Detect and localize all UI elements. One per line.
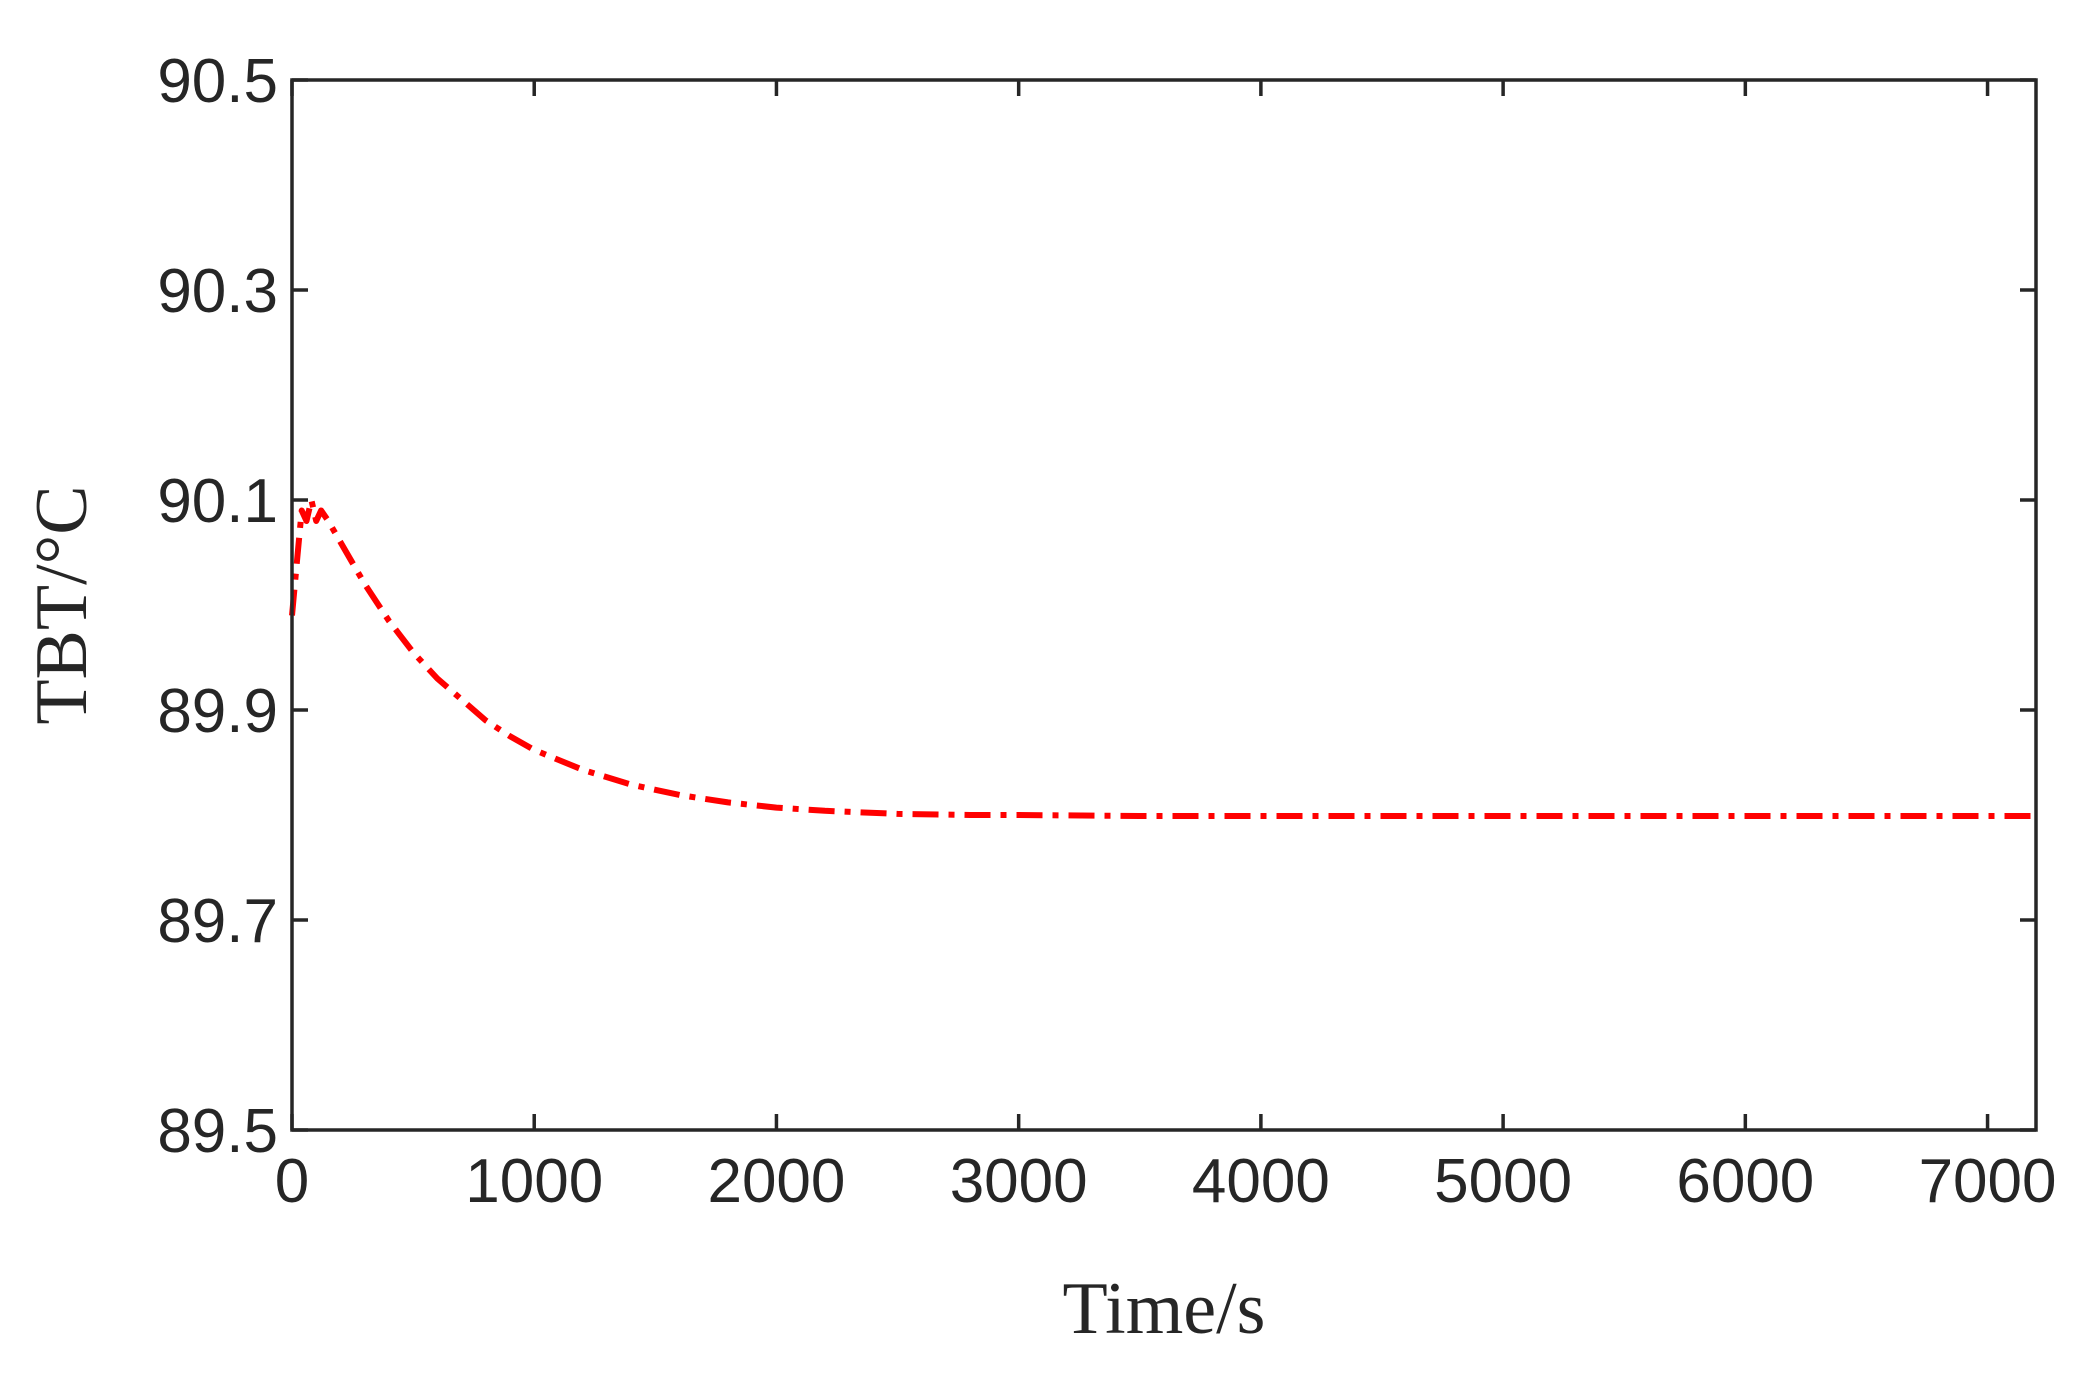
x-tick-label: 7000 — [1919, 1147, 2057, 1216]
x-tick-label: 0 — [275, 1147, 309, 1216]
y-tick-label: 89.7 — [157, 887, 278, 956]
x-tick-label: 5000 — [1434, 1147, 1572, 1216]
y-tick-label: 90.5 — [157, 47, 278, 116]
x-tick-label: 1000 — [465, 1147, 603, 1216]
y-tick-labels: 89.5 89.7 89.9 90.1 90.3 90.5 — [157, 47, 278, 1166]
series-line-0 — [289, 497, 2036, 819]
plot-frame — [290, 78, 2038, 1132]
y-tick-label: 90.1 — [157, 467, 278, 536]
y-tick-label: 90.3 — [157, 257, 278, 326]
y-tick-label: 89.5 — [157, 1097, 278, 1166]
x-tick-label: 3000 — [950, 1147, 1088, 1216]
y-tick-label: 89.9 — [157, 677, 278, 746]
plot-background — [292, 80, 2036, 1130]
x-tick-labels: 0 1000 2000 3000 4000 5000 6000 7000 — [275, 1147, 2057, 1216]
x-tick-label: 2000 — [707, 1147, 845, 1216]
series-group — [289, 497, 2036, 819]
x-tick-label: 6000 — [1676, 1147, 1814, 1216]
x-axis-label: Time/s — [1063, 1268, 1266, 1350]
x-tick-label: 4000 — [1192, 1147, 1330, 1216]
y-axis-label: TBT/°C — [21, 485, 103, 724]
